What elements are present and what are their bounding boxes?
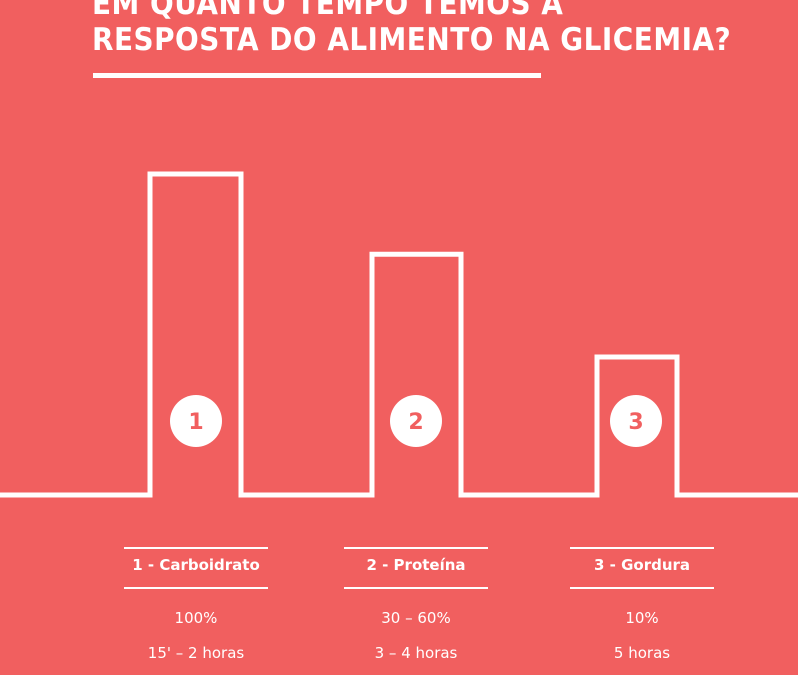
- category-label-1: 1 - Carboidrato 100% 15' – 2 horas: [124, 547, 268, 662]
- marker-number: 3: [628, 410, 643, 435]
- title-line-2: RESPOSTA DO ALIMENTO NA GLICEMIA?: [92, 22, 732, 58]
- category-label-3: 3 - Gordura 10% 5 horas: [570, 547, 714, 662]
- label-rule-top: [344, 547, 488, 549]
- category-name: 2 - Proteína: [366, 556, 466, 574]
- chart-title: EM QUANTO TEMPO TEMOS A RESPOSTA DO ALIM…: [92, 0, 731, 58]
- category-percentage: 10%: [625, 609, 659, 627]
- label-rule-top: [124, 547, 268, 549]
- label-rule-bottom: [124, 587, 268, 589]
- bar-marker-3: 3: [610, 395, 662, 447]
- bar-outline-series: [0, 171, 798, 498]
- label-rule-bottom: [570, 587, 714, 589]
- category-duration: 3 – 4 horas: [374, 644, 458, 662]
- marker-number: 1: [188, 410, 203, 435]
- marker-circle: [610, 395, 662, 447]
- category-label-2: 2 - Proteína 30 – 60% 3 – 4 horas: [344, 547, 488, 662]
- bar-marker-1: 1: [170, 395, 222, 447]
- marker-circle: [170, 395, 222, 447]
- category-percentage: 30 – 60%: [381, 609, 451, 627]
- category-percentage: 100%: [174, 609, 218, 627]
- category-name: 3 - Gordura: [593, 556, 691, 574]
- glycemic-response-chart: 1 2 3: [0, 171, 798, 498]
- title-line-1: EM QUANTO TEMPO TEMOS A: [92, 0, 564, 22]
- bar-markers: 1 2 3: [170, 395, 662, 447]
- bar-marker-2: 2: [390, 395, 442, 447]
- label-rule-top: [570, 547, 714, 549]
- category-duration: 5 horas: [613, 644, 671, 662]
- label-rule-bottom: [344, 587, 488, 589]
- category-name: 1 - Carboidrato: [132, 556, 260, 574]
- marker-number: 2: [408, 410, 423, 435]
- marker-circle: [390, 395, 442, 447]
- category-duration: 15' – 2 horas: [147, 644, 245, 662]
- title-underline: [93, 73, 541, 78]
